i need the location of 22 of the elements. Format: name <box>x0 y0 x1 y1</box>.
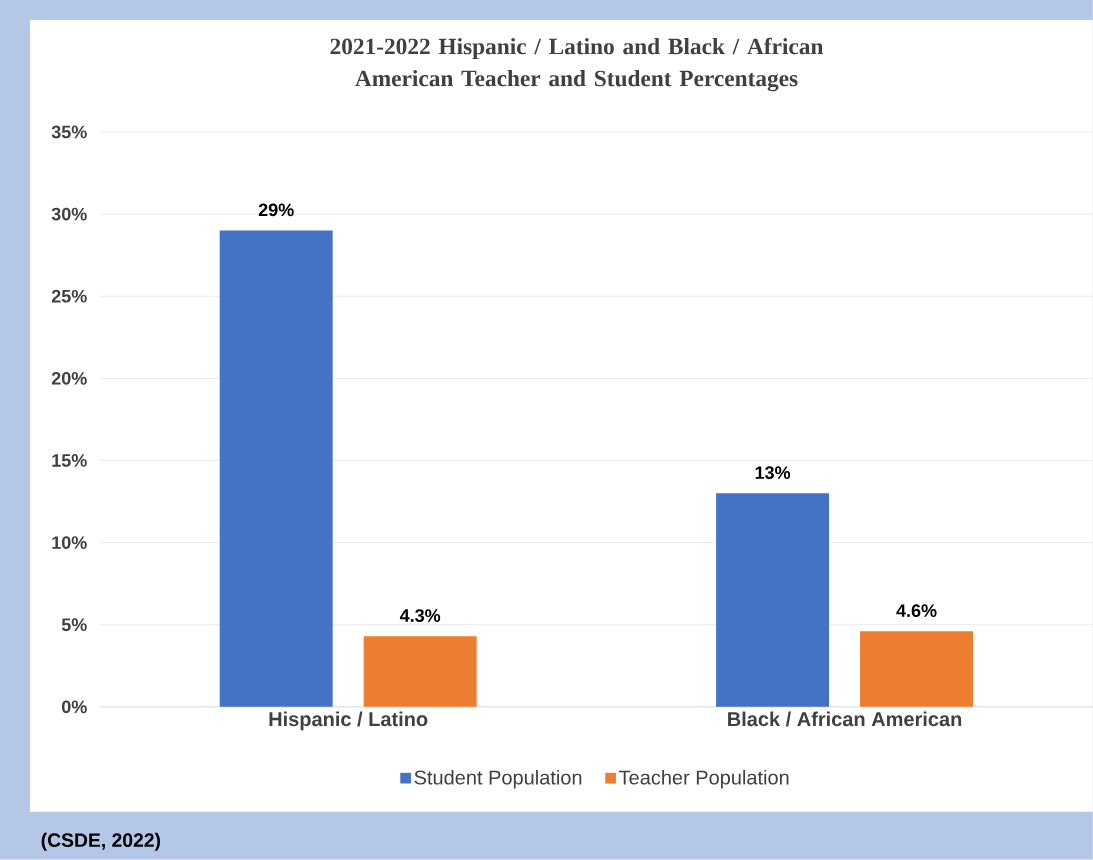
y-tick-label: 10% <box>52 536 87 550</box>
legend-label: Student Population <box>414 770 582 789</box>
legend-label: Teacher Population <box>619 770 789 789</box>
y-tick-label: 5% <box>61 618 87 632</box>
bar <box>860 631 974 707</box>
bar <box>219 230 333 707</box>
y-tick-label: 15% <box>52 454 87 467</box>
bar <box>363 636 477 707</box>
y-tick-label: 25% <box>51 289 87 303</box>
data-label: 13% <box>755 466 791 480</box>
data-label: 4.6% <box>896 604 937 618</box>
y-tick-label: 35% <box>51 125 87 139</box>
y-tick-label: 30% <box>51 207 87 221</box>
chart-title: 2021-2022 Hispanic / Latino and Black / African American Teacher and Student Percentages <box>330 37 824 92</box>
bar <box>716 493 830 707</box>
y-tick-label: 0% <box>61 700 87 714</box>
text: (CSDE, 2022) <box>41 832 161 851</box>
x-tick-label: Black / African American <box>728 711 962 727</box>
data-label: 29% <box>258 203 294 217</box>
x-tick-label: Hispanic / Latino <box>269 711 428 731</box>
y-tick-label: 20% <box>51 372 87 385</box>
data-label: 4.3% <box>399 609 441 623</box>
